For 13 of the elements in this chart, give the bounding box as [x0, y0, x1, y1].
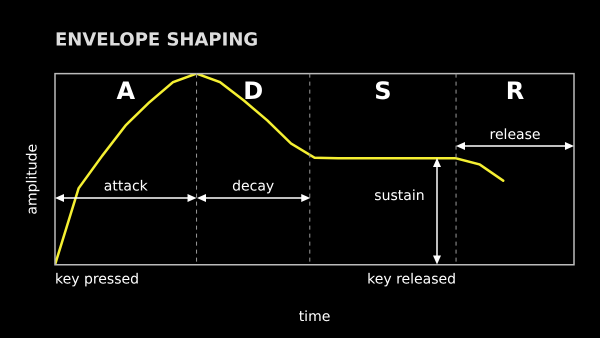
- chart-title: ENVELOPE SHAPING: [55, 29, 258, 50]
- annotation: D: [243, 76, 264, 105]
- annotation: decay: [232, 178, 274, 195]
- y-axis-title: amplitude: [24, 144, 41, 215]
- annotation: attack: [104, 178, 149, 195]
- text: key pressed: [55, 271, 139, 288]
- x-axis-title: time: [298, 309, 330, 326]
- annotation: R: [506, 76, 524, 105]
- text: key released: [367, 271, 456, 288]
- annotation: A: [116, 76, 136, 105]
- annotation: sustain: [374, 188, 425, 204]
- annotation: release: [489, 126, 541, 143]
- annotation: S: [374, 76, 392, 105]
